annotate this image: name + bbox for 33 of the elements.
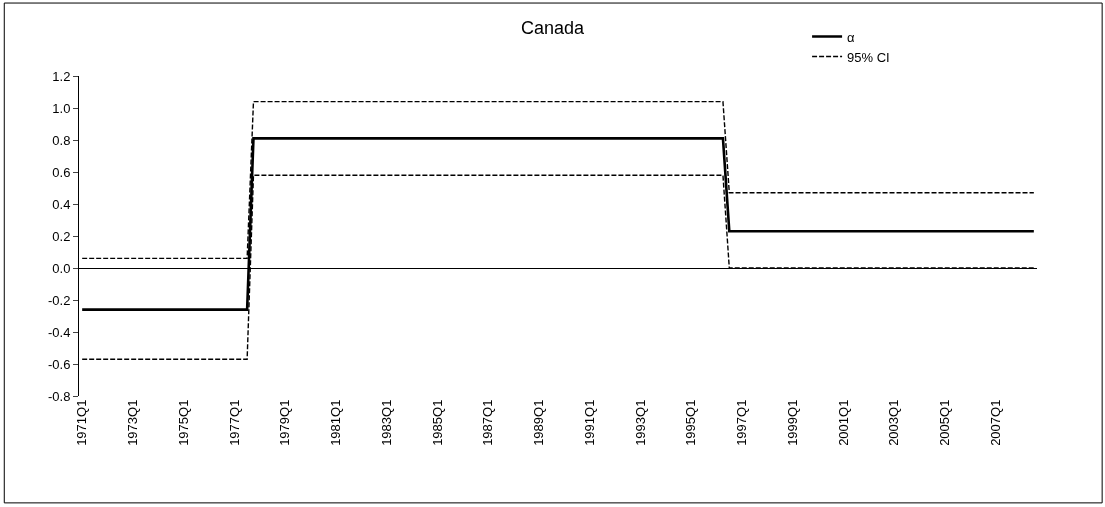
x-tick-label: 1971Q1: [74, 399, 90, 446]
x-tick-label: 1997Q1: [734, 399, 750, 446]
x-tick-label: 1979Q1: [277, 399, 293, 446]
x-tick-label: 2003Q1: [886, 399, 902, 446]
x-tick-label: 1975Q1: [175, 399, 191, 446]
x-tick-label: 1981Q1: [328, 399, 344, 446]
x-tick-label: 1973Q1: [125, 399, 141, 446]
x-tick-label: 2005Q1: [937, 399, 953, 446]
y-tick-label: 1.0: [52, 100, 71, 116]
y-tick-label: 0.0: [52, 260, 71, 276]
y-tick-label: 0.6: [52, 164, 71, 180]
x-tick-label: 1993Q1: [632, 399, 648, 446]
legend-label: α: [847, 29, 856, 45]
legend-label: 95% CI: [847, 49, 890, 65]
y-tick-label: 1.2: [52, 68, 71, 84]
x-tick-label: 2007Q1: [987, 399, 1003, 446]
y-tick-label: -0.2: [47, 292, 71, 308]
y-tick-label: 0.2: [52, 228, 71, 244]
y-tick-label: 0.4: [52, 196, 71, 212]
x-tick-label: 2001Q1: [835, 399, 851, 446]
y-tick-label: 0.8: [52, 132, 71, 148]
y-tick-label: -0.4: [47, 324, 71, 340]
x-tick-label: 1977Q1: [226, 399, 242, 446]
x-tick-label: 1995Q1: [683, 399, 699, 446]
chart-title: Canada: [520, 18, 586, 39]
x-tick-label: 1991Q1: [581, 399, 597, 446]
y-tick-label: -0.8: [47, 388, 71, 404]
x-tick-label: 1985Q1: [429, 399, 445, 446]
x-tick-label: 1989Q1: [531, 399, 547, 446]
y-tick-label: -0.6: [47, 356, 71, 372]
x-tick-label: 1983Q1: [378, 399, 394, 446]
x-tick-label: 1999Q1: [784, 399, 800, 446]
x-tick-label: 1987Q1: [480, 399, 496, 446]
